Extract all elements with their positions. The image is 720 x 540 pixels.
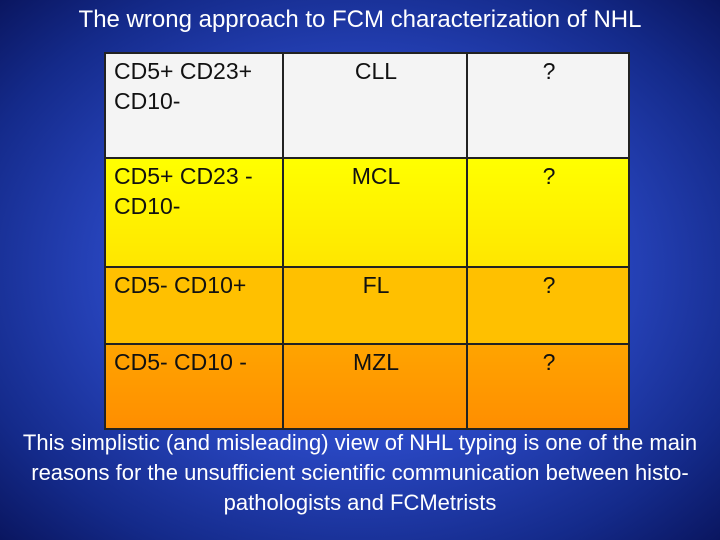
table-cell: FL — [282, 266, 468, 345]
footer-text: This simplistic (and misleading) view of… — [22, 430, 698, 515]
table-row: CD5+ CD23+ CD10- CLL? — [104, 52, 630, 159]
table-row: CD5- CD10+ FL? — [104, 266, 630, 345]
table-cell: ? — [466, 157, 630, 268]
table-cell: ? — [466, 52, 630, 159]
table-row: CD5+ CD23 - CD10- MCL? — [104, 157, 630, 268]
table-cell: MCL — [282, 157, 468, 268]
slide-title: The wrong approach to FCM characterizati… — [78, 6, 642, 33]
table-cell: ? — [466, 343, 630, 430]
table-cell: CLL — [282, 52, 468, 159]
lymphoma-table: CD5+ CD23+ CD10- CLL? CD5+ CD23 - CD10- MCL… — [104, 52, 630, 430]
table-cell: CD5- CD10 - — [104, 343, 284, 430]
table-cell: ? — [466, 266, 630, 345]
table-cell: CD5+ CD23 - CD10- — [104, 157, 284, 268]
table-cell: MZL — [282, 343, 468, 430]
table-cell: CD5- CD10+ — [104, 266, 284, 345]
table-row: CD5- CD10 - MZL? — [104, 343, 630, 430]
table-cell: CD5+ CD23+ CD10- — [104, 52, 284, 159]
